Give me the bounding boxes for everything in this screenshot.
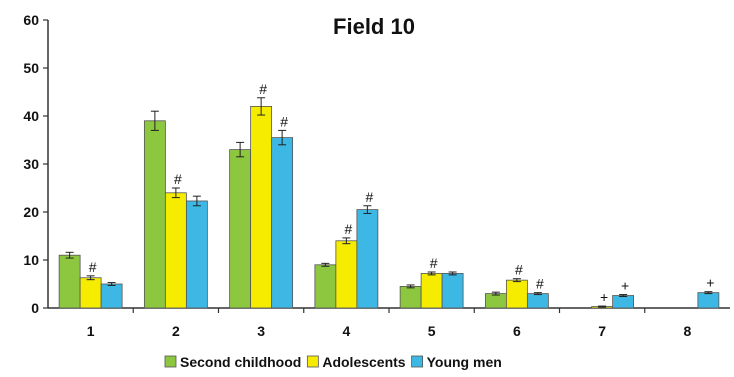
bar bbox=[612, 295, 635, 309]
bar bbox=[697, 292, 720, 309]
legend-swatch bbox=[164, 355, 177, 368]
bar bbox=[271, 137, 294, 309]
bar bbox=[100, 283, 123, 309]
significance-mark: + bbox=[621, 278, 629, 294]
y-tick-label: 50 bbox=[23, 60, 39, 76]
significance-mark: # bbox=[365, 189, 373, 205]
y-tick-label: 10 bbox=[23, 252, 39, 268]
x-tick-label: 7 bbox=[598, 323, 606, 339]
legend-entry: Adolescents bbox=[322, 354, 405, 370]
bar bbox=[229, 149, 252, 309]
y-tick-label: 60 bbox=[23, 12, 39, 28]
legend-swatch bbox=[306, 355, 319, 368]
bar bbox=[441, 273, 464, 309]
y-tick-label: 20 bbox=[23, 204, 39, 220]
bar bbox=[356, 209, 379, 309]
significance-mark: # bbox=[430, 255, 438, 271]
significance-mark: # bbox=[515, 262, 523, 278]
chart-title: Field 10 bbox=[333, 14, 415, 39]
significance-mark: # bbox=[280, 113, 288, 129]
bar bbox=[164, 192, 187, 309]
y-tick-label: 40 bbox=[23, 108, 39, 124]
x-tick-label: 8 bbox=[683, 323, 691, 339]
legend-entry: Second childhood bbox=[180, 354, 301, 370]
bar bbox=[335, 240, 358, 309]
x-tick-label: 3 bbox=[257, 323, 265, 339]
x-tick-label: 6 bbox=[513, 323, 521, 339]
legend-swatch bbox=[411, 355, 423, 368]
significance-mark: + bbox=[706, 275, 714, 291]
significance-mark: # bbox=[174, 171, 182, 187]
x-tick-label: 4 bbox=[342, 323, 350, 339]
bar bbox=[185, 200, 208, 309]
bar bbox=[420, 273, 443, 309]
bar bbox=[79, 277, 102, 309]
x-tick-label: 5 bbox=[428, 323, 436, 339]
significance-mark: + bbox=[600, 289, 608, 305]
bar bbox=[505, 279, 528, 309]
bar bbox=[143, 120, 166, 309]
y-tick-label: 30 bbox=[23, 156, 39, 172]
significance-mark: # bbox=[89, 259, 97, 275]
legend: Second childhood Adolescents Young men bbox=[164, 354, 502, 370]
bar bbox=[58, 254, 81, 309]
bar bbox=[399, 285, 422, 309]
bar bbox=[314, 264, 337, 309]
bar bbox=[526, 293, 549, 309]
legend-entry: Young men bbox=[427, 354, 502, 370]
y-tick-label: 0 bbox=[31, 300, 39, 316]
bars-layer: # # # # # # # # # + + + bbox=[58, 81, 720, 309]
significance-mark: # bbox=[259, 81, 267, 97]
significance-mark: # bbox=[536, 276, 544, 292]
significance-mark: # bbox=[344, 221, 352, 237]
x-tick-label: 1 bbox=[87, 323, 95, 339]
bar bbox=[484, 293, 507, 309]
x-tick-label: 2 bbox=[172, 323, 180, 339]
bar bbox=[250, 106, 273, 309]
